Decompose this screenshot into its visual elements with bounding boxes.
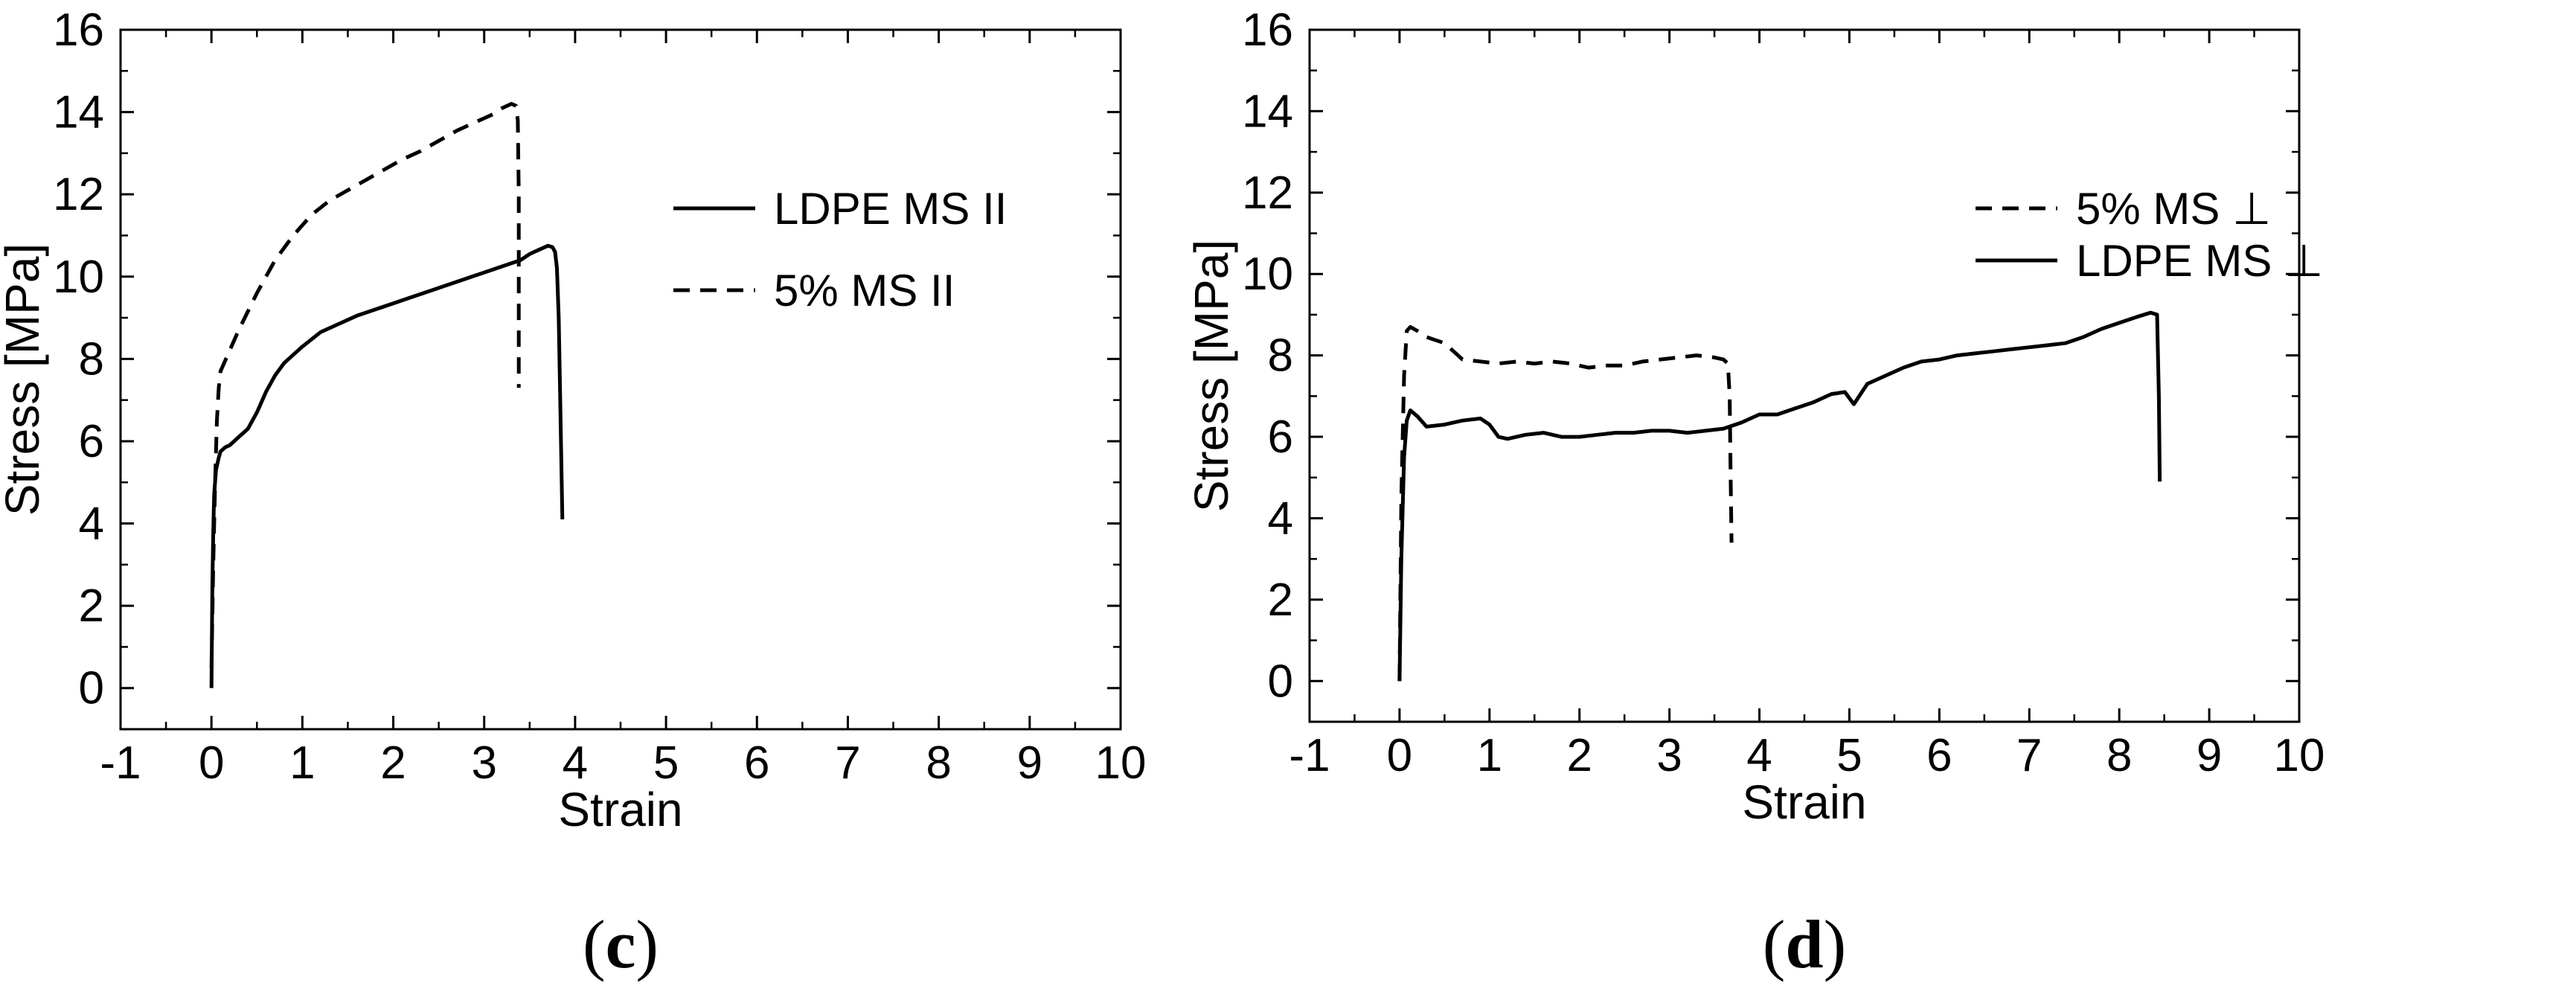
x-tick-label: 9	[2197, 730, 2222, 781]
x-tick-label: 5	[653, 737, 679, 789]
x-tick-label: 4	[563, 737, 588, 789]
x-tick-label: 1	[289, 737, 315, 789]
y-tick-label: 10	[1242, 249, 1293, 300]
legend-label: LDPE MS ⊥	[2076, 236, 2323, 286]
x-tick-label: 2	[380, 737, 406, 789]
y-axis-label: Stress [MPa]	[1185, 240, 1238, 512]
y-tick-label: 10	[53, 252, 104, 303]
y-tick-label: 2	[79, 580, 104, 632]
x-tick-label: 8	[926, 737, 951, 789]
x-tick-label: 2	[1566, 730, 1592, 781]
series-line-solid	[1397, 310, 2162, 682]
y-tick-label: 6	[79, 416, 104, 467]
chart-panel-c: -1 0 1 2 3 4 5 6 7 8 9 100246810121416StrainStress …	[0, 4, 1146, 982]
x-tick-label: 3	[471, 737, 496, 789]
panel-caption: (d)	[1763, 906, 1846, 982]
y-tick-label: 6	[1268, 411, 1293, 463]
y-tick-label: 4	[1268, 493, 1293, 544]
x-axis-label: Strain	[558, 783, 682, 836]
x-tick-label: 9	[1017, 737, 1042, 789]
x-tick-label: 7	[2016, 730, 2042, 781]
series-line-dashed	[1397, 324, 1734, 682]
x-tick-label: 3	[1656, 730, 1682, 781]
legend-label: 5% MS II	[774, 266, 955, 315]
y-tick-label: 14	[1242, 86, 1293, 137]
y-tick-label: 16	[53, 4, 104, 56]
series-line-dashed	[209, 102, 521, 668]
panel-caption: (c)	[583, 906, 659, 982]
legend-label: 5% MS ⊥	[2076, 184, 2271, 234]
x-tick-label: 7	[835, 737, 860, 789]
x-tick-label: 10	[1095, 737, 1147, 789]
y-tick-label: 12	[53, 169, 104, 220]
y-tick-label: 14	[53, 87, 104, 138]
y-tick-label: 12	[1242, 167, 1293, 219]
y-tick-label: 8	[79, 333, 104, 385]
x-tick-label: -1	[1289, 730, 1330, 781]
y-tick-label: 0	[1268, 656, 1293, 707]
y-tick-label: 0	[79, 663, 104, 714]
y-tick-label: 4	[79, 499, 104, 550]
y-tick-label: 16	[1242, 4, 1293, 56]
y-tick-label: 8	[1268, 330, 1293, 382]
x-tick-label: 1	[1477, 730, 1502, 781]
x-axis-label: Strain	[1742, 775, 1866, 829]
x-tick-label: 8	[2106, 730, 2132, 781]
x-tick-label: 5	[1836, 730, 1862, 781]
x-tick-label: 6	[1926, 730, 1952, 781]
x-tick-label: 10	[2274, 730, 2325, 781]
y-tick-label: 2	[1268, 574, 1293, 626]
x-tick-label: 4	[1746, 730, 1772, 781]
y-axis-label: Stress [MPa]	[0, 243, 49, 516]
legend-label: LDPE MS II	[774, 184, 1007, 234]
x-tick-label: -1	[100, 737, 141, 789]
x-tick-label: 0	[199, 737, 224, 789]
x-tick-label: 0	[1387, 730, 1412, 781]
series-line-solid	[209, 243, 565, 688]
x-tick-label: 6	[744, 737, 769, 789]
chart-panel-d: -1 0 1 2 3 4 5 6 7 8 9 100246810121416StrainStress …	[1185, 4, 2325, 982]
